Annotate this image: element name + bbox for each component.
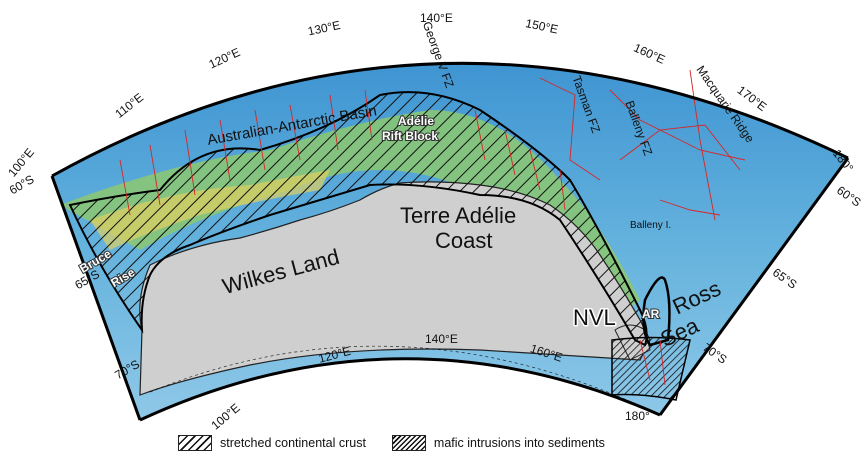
label-rift-block: Rift Block xyxy=(382,129,438,143)
ar-outline xyxy=(642,276,671,347)
legend-swatch-dense-hatch xyxy=(391,435,426,451)
lat-right-label: 70°S xyxy=(700,340,729,366)
lon-top-label: 100°E xyxy=(5,145,37,179)
lat-right-label: 60°S xyxy=(834,183,863,209)
label-adelie: Adélie xyxy=(398,114,434,128)
legend-label-stretched-crust: stretched continental crust xyxy=(220,436,366,450)
label-balleny-islands: Balleny I. xyxy=(630,220,671,231)
graticule xyxy=(149,345,661,416)
legend-item-stretched-crust: stretched continental crust xyxy=(178,435,366,451)
lon-top-label: 130°E xyxy=(307,18,342,39)
lon-top-label: 140°E xyxy=(420,11,453,25)
label-ar: AR xyxy=(642,307,660,321)
map-frame-outer xyxy=(51,61,849,178)
lon-bottom-label: 100°E xyxy=(208,401,242,433)
map-frame-left xyxy=(50,175,142,421)
legend-label-mafic-intrusions: mafic intrusions into sediments xyxy=(433,436,605,450)
fracture-lines xyxy=(119,69,746,386)
map-frame-right xyxy=(658,157,850,416)
lon-top-label: 170°E xyxy=(735,83,770,114)
stretched-crust-zone xyxy=(68,91,648,347)
lon-top-label: 110°E xyxy=(112,90,146,121)
region-nvl: NVL xyxy=(573,305,616,330)
lon-top-label: 120°E xyxy=(207,45,243,72)
map-frame-inner xyxy=(139,357,661,422)
region-terre-adelie: Terre Adélie xyxy=(400,203,516,228)
lon-bottom-label: 140°E xyxy=(425,332,458,346)
region-terre-adelie-coast: Coast xyxy=(435,228,492,253)
lat-right-label: 65°S xyxy=(770,265,799,291)
mafic-intrusion-zone xyxy=(611,336,691,401)
lon-top-label: 160°E xyxy=(631,41,667,67)
lon-top-label: 150°E xyxy=(524,16,559,37)
legend-swatch-wide-hatch xyxy=(178,435,212,451)
legend-item-mafic-intrusions: mafic intrusions into sediments xyxy=(391,435,605,451)
lon-bottom-label: 180° xyxy=(625,409,650,423)
legend: stretched continental crust mafic intrus… xyxy=(178,432,778,454)
